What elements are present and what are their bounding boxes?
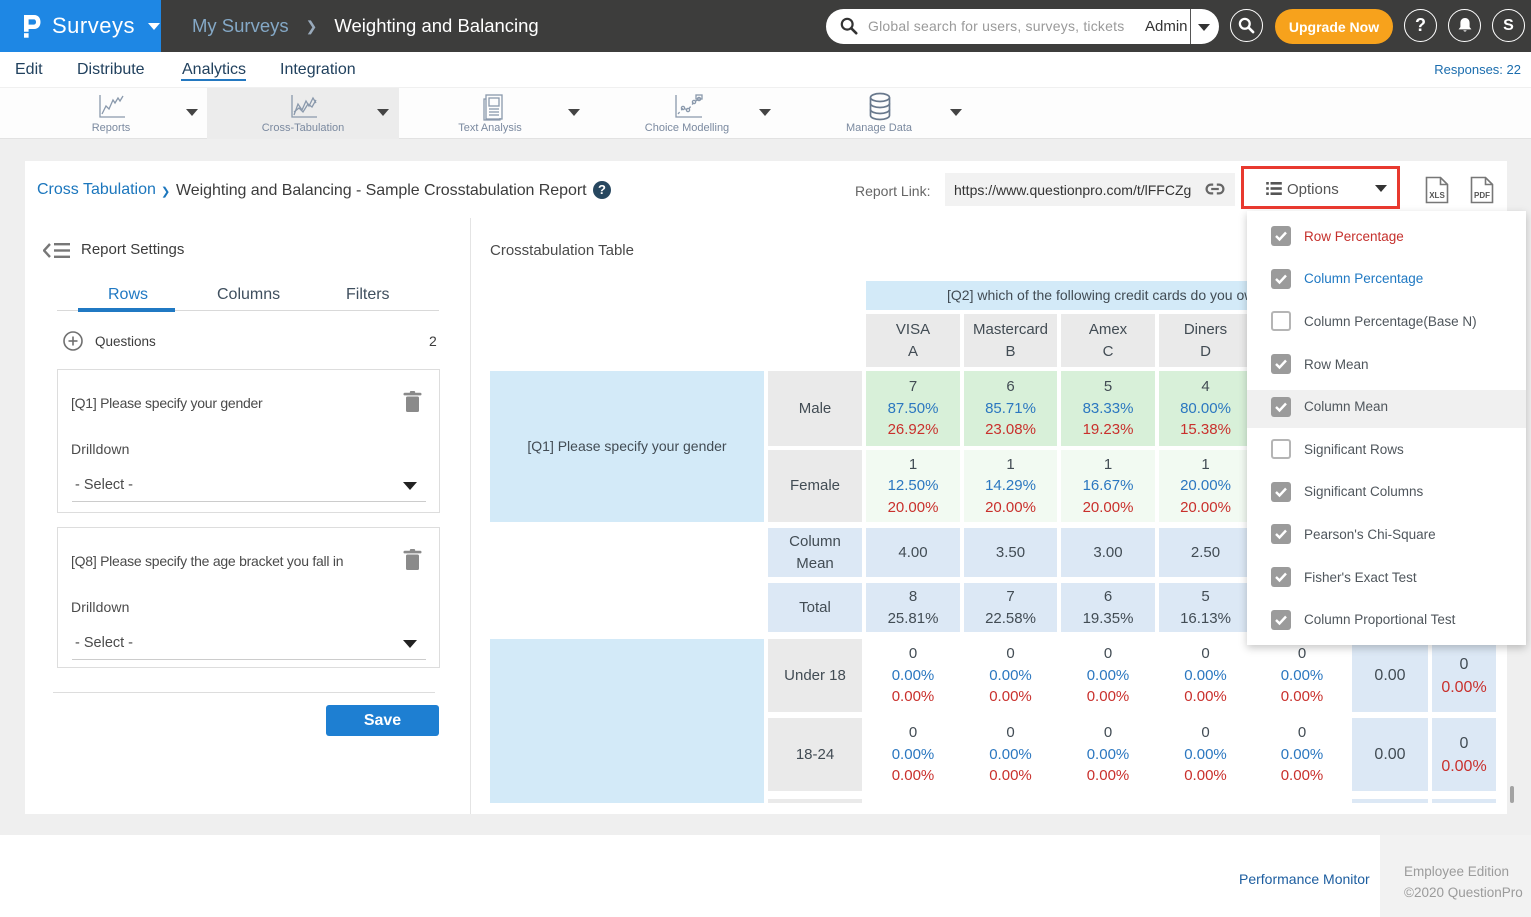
svg-text:XLS: XLS: [1429, 191, 1445, 200]
svg-text:PDF: PDF: [1474, 191, 1490, 200]
